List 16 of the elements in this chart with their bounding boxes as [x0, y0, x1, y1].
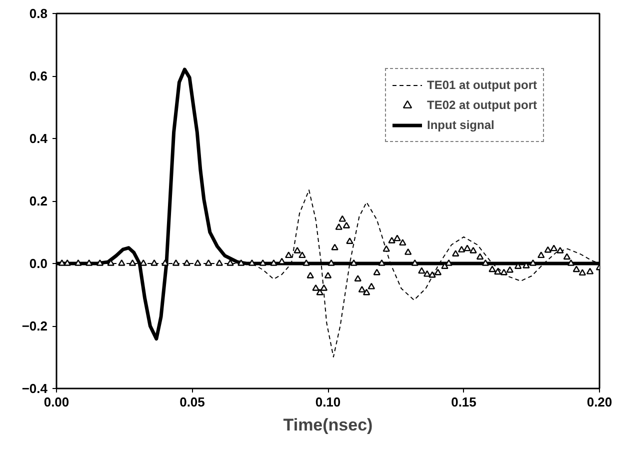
x-tick-label: 0.20 [586, 394, 612, 410]
legend-label: TE01 at output port [427, 78, 537, 92]
y-tick-label: 0.6 [29, 68, 48, 84]
x-axis-title: Time(nsec) [283, 416, 373, 434]
x-tick-label: 0.15 [451, 394, 476, 410]
y-tick-label: −0.4 [22, 381, 48, 396]
y-tick-label: 0.4 [29, 131, 48, 146]
y-tick-label: 0.8 [29, 6, 48, 21]
y-tick-label: −0.2 [22, 318, 48, 334]
y-tick-label: 0.2 [29, 194, 48, 208]
x-tick-label: 0.05 [180, 394, 205, 410]
legend-label: TE02 at output port [427, 98, 537, 112]
x-tick-label: 0.00 [44, 394, 70, 410]
y-tick-label: 0.0 [29, 256, 48, 271]
x-tick-label: 0.10 [315, 394, 341, 410]
legend-label: Input signal [427, 118, 494, 132]
